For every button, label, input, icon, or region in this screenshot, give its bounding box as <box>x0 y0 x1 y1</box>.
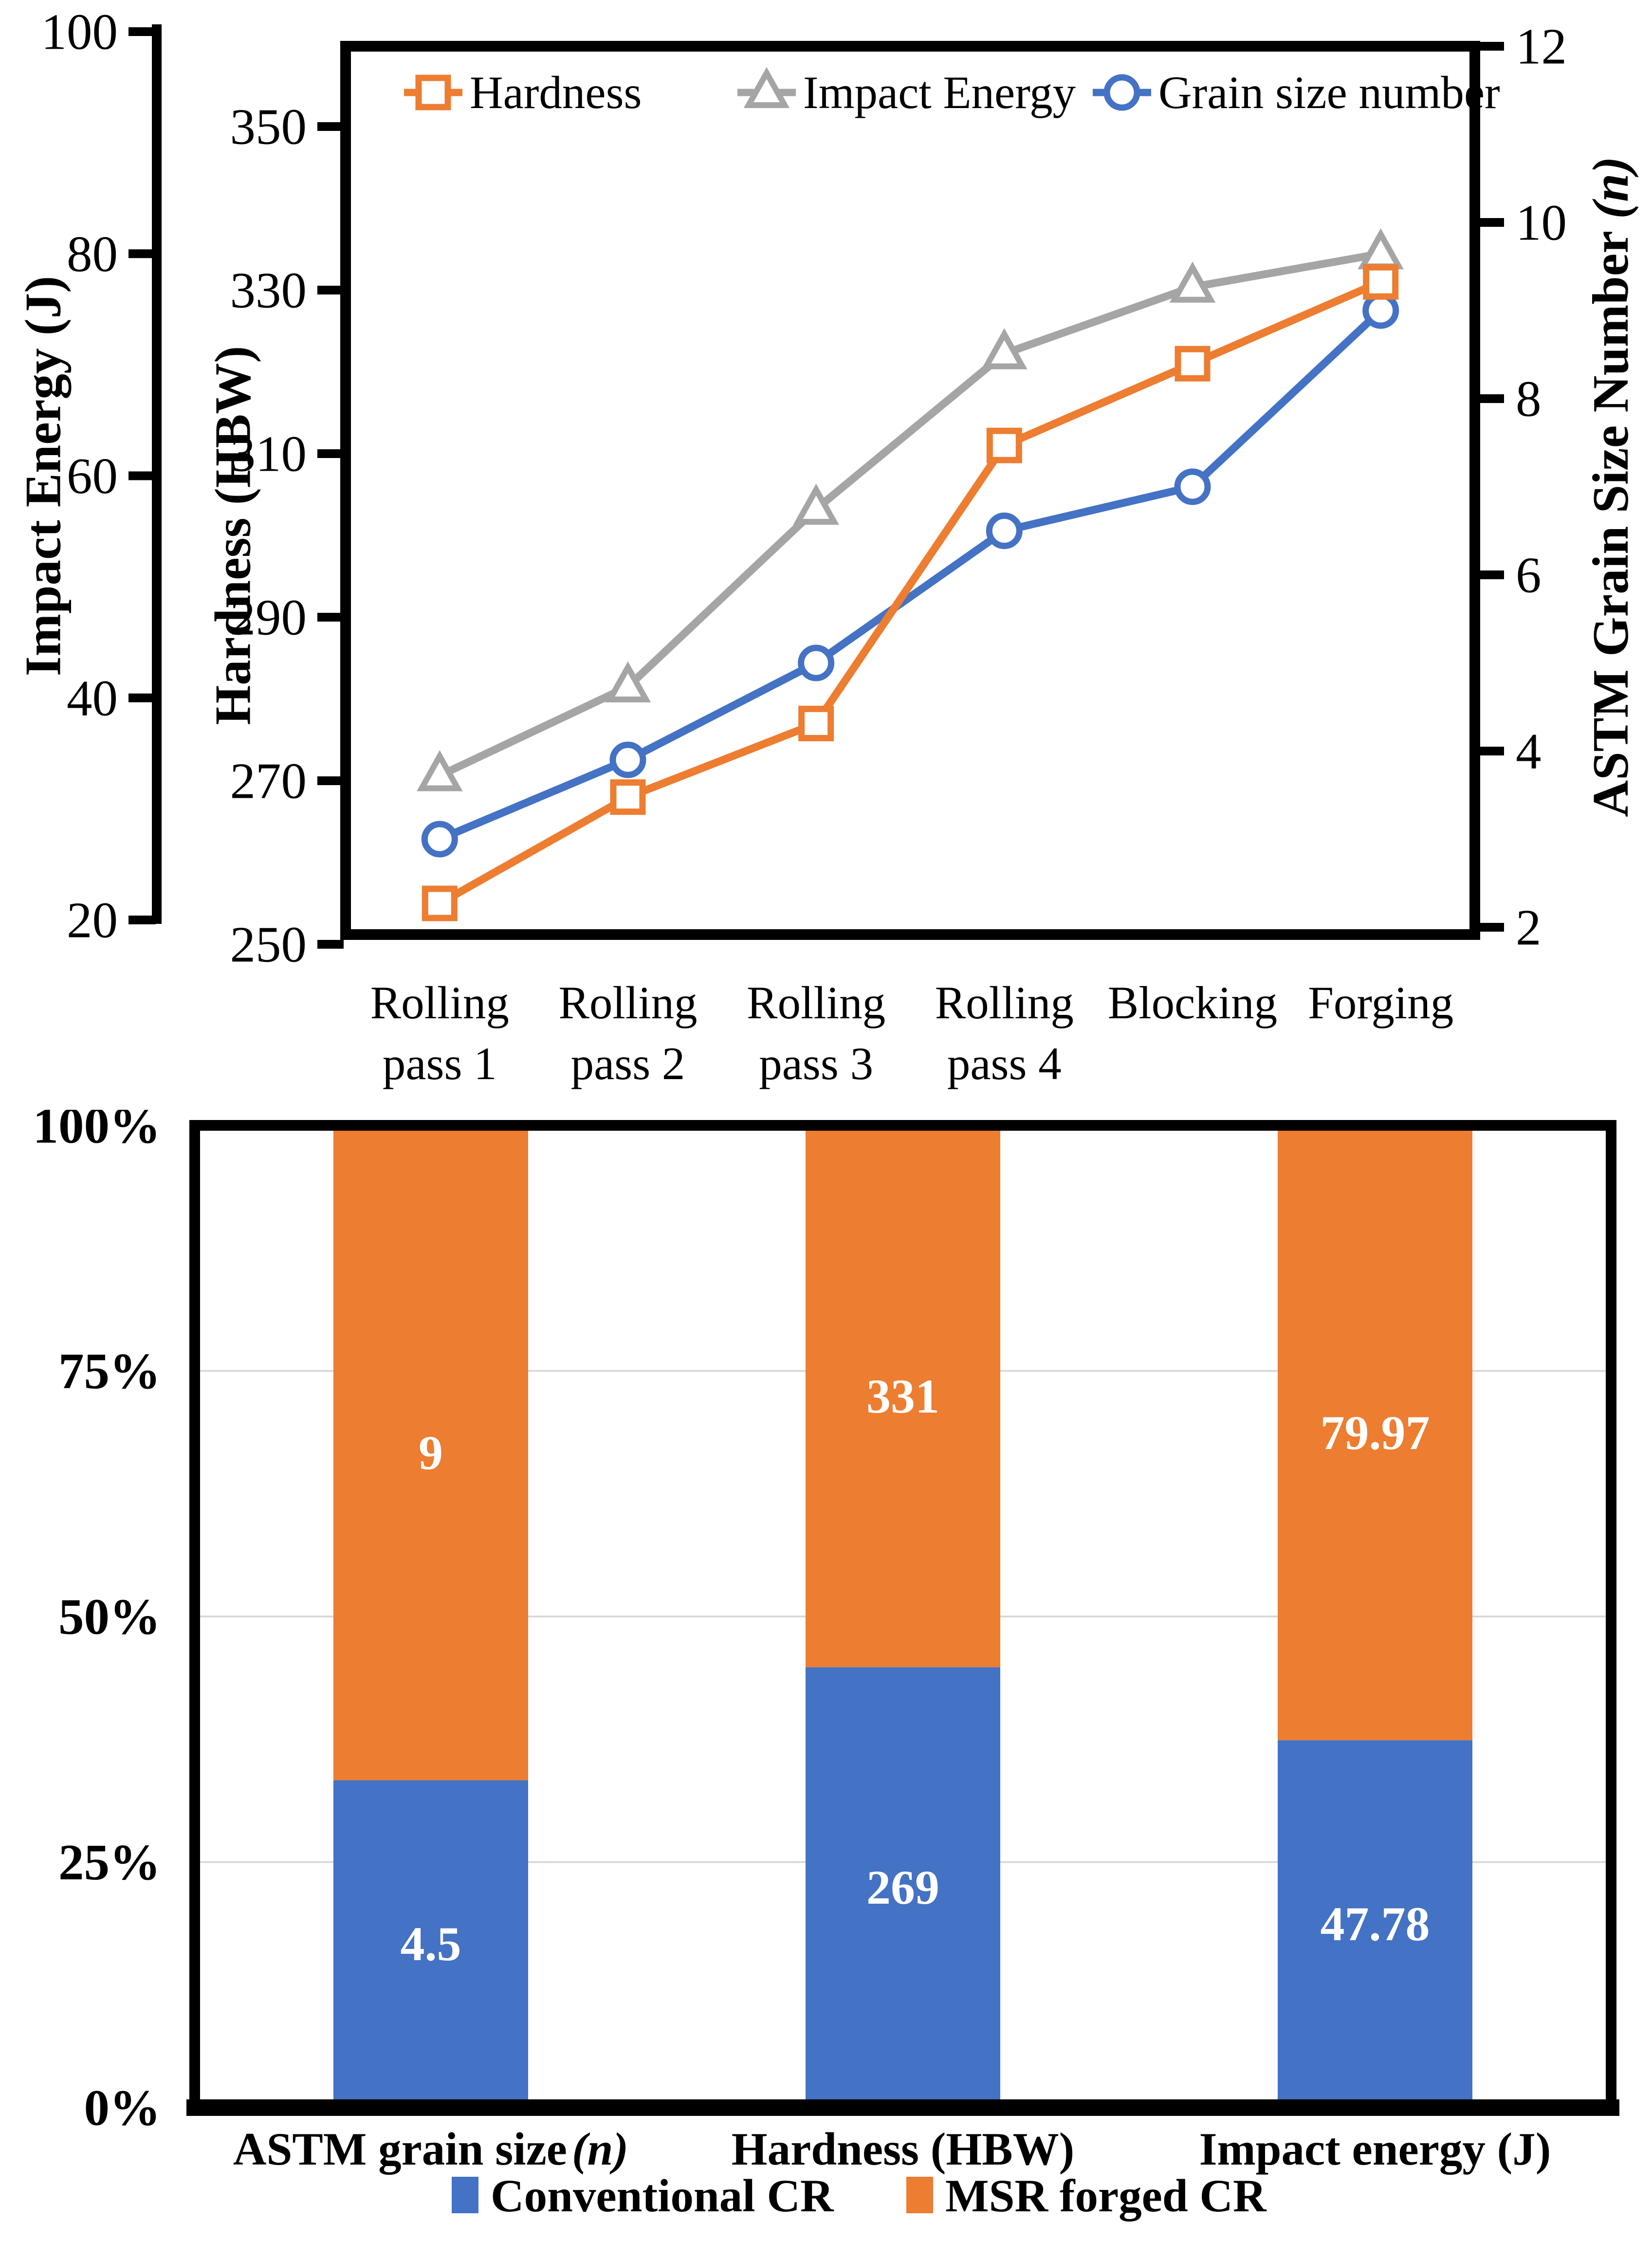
legend-label: Impact Energy <box>803 67 1076 118</box>
bar-value-label-conventional: 4.5 <box>401 1917 461 1971</box>
bar-segment-msr-forged-cr <box>806 1125 1000 1668</box>
x-category-label: pass 2 <box>571 1038 685 1089</box>
hardness-axis-tick-label: 290 <box>230 589 307 646</box>
hardness-axis-tick-label: 350 <box>230 98 307 155</box>
bar-legend-swatch <box>452 2177 478 2213</box>
bar-value-label-msr: 331 <box>866 1369 939 1423</box>
impact-energy-marker <box>793 483 839 525</box>
x-category-label: pass 3 <box>759 1038 873 1089</box>
hardness-marker <box>422 885 458 921</box>
bar-category-label: ASTM grain size (n) <box>233 2123 628 2175</box>
legend-square-marker <box>415 74 451 110</box>
bar-category-label: Impact energy (J) <box>1199 2123 1551 2175</box>
line-chart-svg: 100 80 60 40 20 Impact Energy (J) 350 330 310 290… <box>15 3 1639 1090</box>
stacked-bar-svg: 9 4.5 331 269 79.97 47.78 0% 25% 50% 75% 100% ASTM … <box>33 1110 1619 2222</box>
hardness-axis-title: Hardness (HBW) <box>204 346 261 725</box>
x-category-label: Rolling <box>370 977 509 1029</box>
percent-axis-tick-label: 75% <box>58 1342 161 1399</box>
impact-energy-marker <box>981 328 1028 369</box>
legend-label: Hardness <box>470 67 642 118</box>
percent-axis-tick-label: 25% <box>58 1834 161 1891</box>
impact-energy-marker <box>605 661 651 702</box>
grain-axis-title-text: ASTM Grain Size Number <box>1582 219 1639 817</box>
legend-circle-marker <box>1103 74 1140 111</box>
grain-axis-title: ASTM Grain Size Number (n) <box>1582 156 1639 817</box>
x-category-label: pass 4 <box>947 1038 1062 1089</box>
percent-axis-tick-label: 50% <box>58 1588 161 1645</box>
impact-energy-series-line <box>436 250 1385 780</box>
impact-energy-marker <box>417 750 463 791</box>
percent-axis-tick-label: 0% <box>84 2079 161 2136</box>
bar-value-label-conventional: 269 <box>866 1860 939 1914</box>
plot-border <box>340 41 1480 940</box>
grain-axis-tick-label: 8 <box>1516 370 1542 427</box>
grain-axis-title-italic: (n) <box>1582 156 1639 219</box>
bar-category-label-italic: (n) <box>572 2123 628 2175</box>
grain-axis-tick-label: 12 <box>1516 18 1567 75</box>
impact-axis-title: Impact Energy (J) <box>15 276 72 676</box>
grain-axis-tick-label: 4 <box>1516 723 1542 780</box>
bar-category-label: Hardness (HBW) <box>732 2123 1075 2175</box>
impact-axis-tick-label: 80 <box>67 225 118 282</box>
x-category-label: Rolling <box>935 977 1074 1029</box>
line-chart-figure: 100 80 60 40 20 Impact Energy (J) 350 330 310 290… <box>0 0 1652 1110</box>
hardness-series-line <box>436 278 1385 907</box>
hardness-axis-tick-label: 310 <box>230 425 307 482</box>
grain-size-number-marker <box>986 513 1023 549</box>
x-category-label: Rolling <box>558 977 697 1029</box>
bar-segment-conventional-cr <box>333 1780 528 2108</box>
grain-size-number-marker <box>1362 292 1399 329</box>
x-category-label: Rolling <box>747 977 885 1029</box>
hardness-marker <box>986 427 1022 463</box>
impact-energy-marker <box>1358 228 1404 270</box>
legend-triangle-marker <box>743 67 790 108</box>
hardness-axis-tick-label: 330 <box>230 262 307 319</box>
legend-label: Grain size number <box>1158 67 1500 118</box>
impact-axis-tick-label: 20 <box>67 892 118 949</box>
grain-size-number-marker <box>609 741 646 778</box>
impact-energy-marker <box>1169 261 1216 303</box>
impact-axis-tick-label: 40 <box>67 669 118 726</box>
x-category-label: Forging <box>1308 977 1453 1029</box>
impact-axis-tick-label: 100 <box>41 3 118 60</box>
grain-axis-tick-label: 2 <box>1516 899 1542 956</box>
grain-axis-tick-label: 6 <box>1516 547 1542 604</box>
grain-size-number-marker <box>1174 468 1211 505</box>
grain-size-number-marker <box>421 821 458 858</box>
bar-value-label-msr: 79.97 <box>1321 1406 1430 1460</box>
bar-segment-conventional-cr <box>1278 1740 1472 2108</box>
bar-value-label-conventional: 47.78 <box>1321 1897 1430 1951</box>
impact-axis-tick-label: 60 <box>67 447 118 504</box>
hardness-axis-tick-label: 250 <box>230 916 307 973</box>
bar-category-label-text: Impact energy (J) <box>1199 2123 1551 2175</box>
hardness-marker <box>1363 264 1399 300</box>
bar-segment-conventional-cr <box>806 1667 1000 2108</box>
bar-segment-msr-forged-cr <box>1278 1125 1472 1741</box>
stacked-bar-figure: 9 4.5 331 269 79.97 47.78 0% 25% 50% 75% 100% ASTM … <box>0 1110 1652 2241</box>
x-category-label: pass 1 <box>383 1038 497 1089</box>
bar-segment-msr-forged-cr <box>333 1125 528 1781</box>
grain-axis-tick-label: 10 <box>1516 194 1567 251</box>
hardness-marker <box>1175 346 1211 382</box>
bar-category-label-text: ASTM grain size <box>233 2123 567 2175</box>
hardness-marker <box>610 779 646 815</box>
bar-legend-label: Conventional CR <box>491 2170 834 2222</box>
hardness-marker <box>798 705 834 741</box>
bar-legend-swatch <box>906 2177 933 2213</box>
grain-size-number-series-line <box>436 307 1385 843</box>
bar-value-label-msr: 9 <box>419 1426 443 1480</box>
hardness-axis-tick-label: 270 <box>230 753 307 809</box>
bar-legend-label: MSR forged CR <box>945 2170 1267 2222</box>
percent-axis-tick-label: 100% <box>33 1110 161 1154</box>
x-category-label: Blocking <box>1108 977 1277 1029</box>
bar-category-label-text: Hardness (HBW) <box>732 2123 1075 2175</box>
grain-size-number-marker <box>798 644 835 681</box>
